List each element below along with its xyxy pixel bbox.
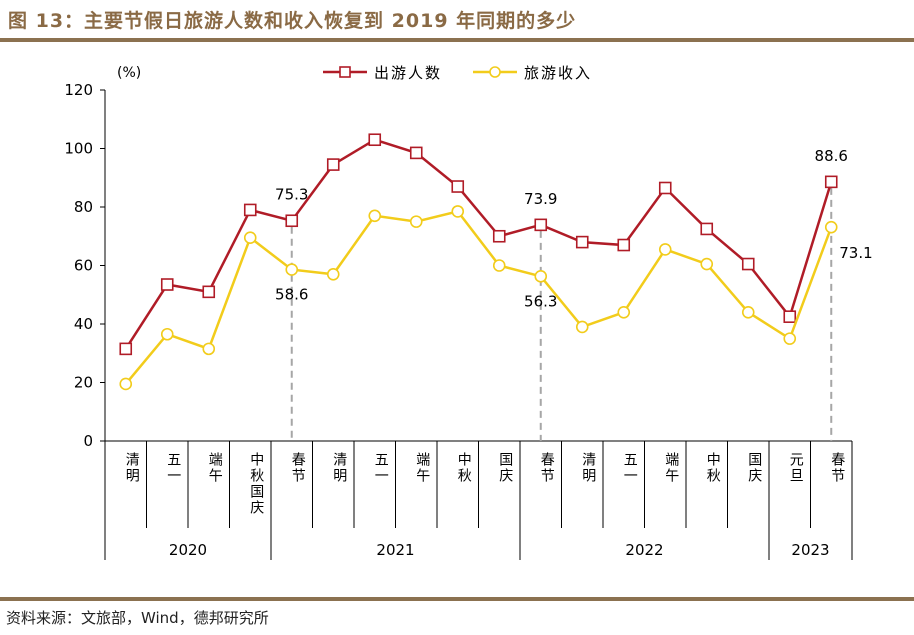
x-category-label: 中秋	[456, 452, 472, 484]
data-point-marker	[617, 238, 631, 252]
y-tick-label: 0	[83, 432, 93, 450]
data-point-marker	[451, 205, 465, 218]
data-point-marker	[326, 267, 340, 281]
x-category-label: 元旦	[788, 452, 804, 484]
figure-title: 图 13：主要节假日旅游人数和收入恢复到 2019 年同期的多少	[8, 10, 577, 32]
data-point-marker	[368, 209, 382, 223]
x-category-label: 五一	[373, 452, 389, 484]
data-label-bottom: 56.3	[524, 292, 557, 310]
data-label-top: 88.6	[815, 147, 848, 165]
data-point-marker	[534, 218, 548, 232]
series-line-1	[124, 209, 833, 385]
data-point-marker	[119, 342, 133, 356]
x-category-label: 国庆	[497, 452, 513, 484]
data-point-marker	[119, 377, 133, 391]
x-category-label: 端午	[414, 452, 430, 484]
x-category-label: 中秋	[705, 452, 721, 484]
data-point-marker	[243, 231, 257, 245]
x-group-label: 2023	[791, 541, 829, 559]
data-point-marker	[700, 222, 714, 236]
x-group-label: 2020	[169, 541, 207, 559]
data-point-marker	[492, 259, 506, 272]
data-point-marker	[202, 342, 216, 356]
data-point-marker	[575, 235, 589, 249]
data-point-marker	[160, 327, 174, 341]
x-category-label: 春节	[290, 452, 306, 484]
data-point-marker	[492, 229, 506, 243]
y-tick-label: 20	[74, 374, 93, 392]
data-point-marker	[658, 243, 672, 256]
x-category-label: 端午	[207, 452, 223, 484]
x-category-label: 春节	[539, 452, 555, 484]
data-point-marker	[741, 305, 755, 319]
data-label-top: 75.3	[275, 186, 308, 204]
y-tick-label: 100	[64, 140, 93, 158]
data-point-marker	[658, 181, 672, 195]
data-label-bottom: 58.6	[275, 286, 308, 304]
y-tick-label: 40	[74, 315, 93, 333]
data-point-marker	[285, 214, 299, 228]
x-category-label: 国庆	[746, 452, 762, 484]
y-tick-label: 80	[74, 198, 93, 216]
data-point-marker	[451, 180, 465, 193]
x-group-label: 2021	[376, 541, 414, 559]
x-group-label: 2022	[625, 541, 663, 559]
x-category-label: 五一	[622, 452, 638, 484]
data-label-top: 73.9	[524, 190, 557, 208]
data-point-marker	[409, 146, 423, 160]
data-point-marker	[160, 278, 174, 291]
x-category-label: 清明	[331, 452, 347, 484]
data-point-marker	[243, 203, 257, 217]
legend-marker	[339, 66, 351, 78]
data-point-marker	[783, 310, 797, 323]
legend-label: 旅游收入	[524, 64, 592, 82]
data-point-marker	[783, 332, 797, 345]
data-point-marker	[534, 270, 548, 283]
x-category-label: 清明	[580, 452, 596, 484]
data-point-marker	[700, 257, 714, 271]
data-point-marker	[409, 215, 423, 228]
data-point-marker	[824, 175, 838, 189]
source-note: 资料来源：文旅部，Wind，德邦研究所	[6, 609, 269, 627]
title-divider	[0, 38, 914, 42]
series-line-0	[124, 138, 833, 350]
data-label-bottom: 73.1	[839, 244, 872, 262]
data-point-marker	[202, 285, 216, 299]
legend-label: 出游人数	[374, 64, 442, 82]
data-point-marker	[368, 133, 382, 147]
source-divider	[0, 597, 914, 601]
data-point-marker	[824, 220, 838, 234]
data-point-marker	[617, 305, 631, 319]
y-tick-label: 60	[74, 257, 93, 275]
data-point-marker	[326, 158, 340, 171]
y-tick-label: 120	[64, 81, 93, 99]
x-category-label: 端午	[663, 452, 679, 484]
x-category-label: 清明	[124, 452, 140, 484]
x-category-label: 春节	[829, 452, 845, 484]
data-point-marker	[285, 263, 299, 276]
x-category-label: 五一	[165, 452, 181, 484]
legend-marker	[489, 66, 501, 78]
x-category-label: 中秋国庆	[248, 452, 264, 516]
data-point-marker	[575, 320, 589, 334]
data-point-marker	[741, 257, 755, 271]
y-axis-unit: (%)	[117, 65, 141, 81]
